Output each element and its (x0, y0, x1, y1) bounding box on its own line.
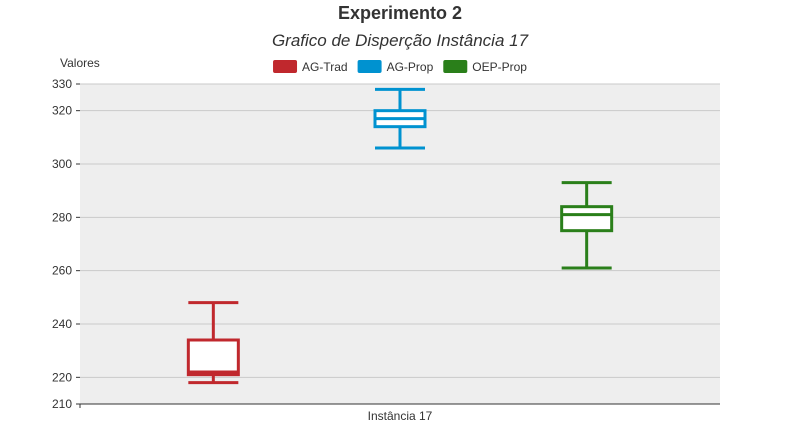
box-ag-prop (373, 87, 427, 150)
box-oep-prop (560, 181, 614, 270)
y-tick-label: 260 (52, 264, 72, 278)
y-axis-label: Valores (60, 56, 100, 70)
legend-swatch (357, 60, 382, 73)
box-iqr (560, 205, 614, 233)
box-iqr (186, 338, 240, 377)
boxes (186, 87, 614, 385)
x-tick-label: Instância 17 (368, 409, 433, 423)
y-axis: 210 220 240 260 280 300 320 330 (52, 77, 80, 411)
legend: AG-Trad AG-Prop OEP-Prop (273, 60, 527, 74)
y-tick-label: 300 (52, 157, 72, 171)
chart-subtitle: Grafico de Disperção Instância 17 (272, 31, 529, 50)
y-tick-label: 320 (52, 104, 72, 118)
legend-label: AG-Prop (387, 60, 434, 74)
y-tick-label: 240 (52, 317, 72, 331)
legend-swatch (443, 60, 468, 73)
y-tick-label: 210 (52, 397, 72, 411)
legend-label: AG-Trad (302, 60, 348, 74)
legend-label: OEP-Prop (472, 60, 527, 74)
chart-title: Experimento 2 (338, 3, 462, 23)
y-tick-label: 280 (52, 210, 72, 224)
box-ag-trad (186, 301, 240, 385)
y-tick-label: 330 (52, 77, 72, 91)
y-tick-label: 220 (52, 370, 72, 384)
legend-swatch (273, 60, 298, 73)
